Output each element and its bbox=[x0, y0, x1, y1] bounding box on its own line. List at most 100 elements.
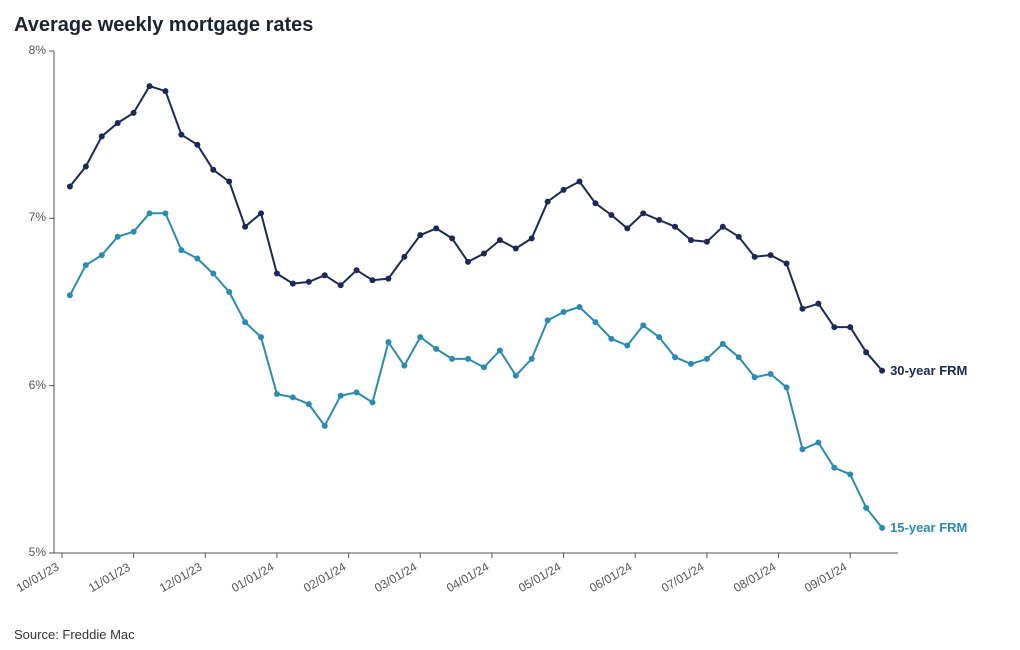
series-marker bbox=[354, 267, 360, 273]
series-marker bbox=[879, 368, 885, 374]
series-marker bbox=[369, 277, 375, 283]
series-marker bbox=[784, 261, 790, 267]
series-marker bbox=[242, 319, 248, 325]
series-marker bbox=[401, 254, 407, 260]
series-marker bbox=[306, 279, 312, 285]
series-marker bbox=[99, 252, 105, 258]
series-marker bbox=[688, 237, 694, 243]
series-marker bbox=[497, 237, 503, 243]
series-marker bbox=[433, 225, 439, 231]
series-marker bbox=[799, 306, 805, 312]
series-marker bbox=[338, 393, 344, 399]
series-marker bbox=[752, 374, 758, 380]
series-marker bbox=[672, 224, 678, 230]
series-marker bbox=[656, 334, 662, 340]
series-marker bbox=[385, 339, 391, 345]
series-marker bbox=[194, 255, 200, 261]
series-marker bbox=[529, 235, 535, 241]
series-marker bbox=[322, 423, 328, 429]
series-marker bbox=[258, 334, 264, 340]
series-marker bbox=[815, 301, 821, 307]
series-marker bbox=[131, 110, 137, 116]
chart-svg bbox=[14, 43, 1008, 603]
series-marker bbox=[624, 343, 630, 349]
series-marker bbox=[194, 142, 200, 148]
series-marker bbox=[513, 373, 519, 379]
series-marker bbox=[290, 394, 296, 400]
series-marker bbox=[115, 120, 121, 126]
series-line bbox=[70, 213, 882, 528]
series-marker bbox=[879, 525, 885, 531]
y-tick-label: 5% bbox=[29, 545, 46, 559]
series-marker bbox=[847, 471, 853, 477]
series-marker bbox=[704, 356, 710, 362]
series-label: 30-year FRM bbox=[890, 363, 967, 378]
series-marker bbox=[608, 336, 614, 342]
series-marker bbox=[67, 184, 73, 190]
y-tick-label: 8% bbox=[29, 43, 46, 57]
series-marker bbox=[577, 304, 583, 310]
series-marker bbox=[784, 384, 790, 390]
series-marker bbox=[561, 187, 567, 193]
series-marker bbox=[226, 179, 232, 185]
series-marker bbox=[465, 259, 471, 265]
series-marker bbox=[83, 262, 89, 268]
series-marker bbox=[640, 210, 646, 216]
series-marker bbox=[688, 361, 694, 367]
series-label: 15-year FRM bbox=[890, 520, 967, 535]
series-marker bbox=[672, 354, 678, 360]
series-marker bbox=[497, 348, 503, 354]
chart-area: 5%6%7%8%10/01/2311/01/2312/01/2301/01/24… bbox=[14, 43, 1008, 603]
chart-title: Average weekly mortgage rates bbox=[14, 14, 1008, 37]
series-marker bbox=[67, 292, 73, 298]
series-marker bbox=[417, 334, 423, 340]
series-marker bbox=[147, 83, 153, 89]
series-marker bbox=[768, 371, 774, 377]
series-marker bbox=[608, 212, 614, 218]
series-marker bbox=[799, 446, 805, 452]
series-marker bbox=[306, 401, 312, 407]
series-marker bbox=[178, 247, 184, 253]
series-marker bbox=[226, 289, 232, 295]
series-marker bbox=[863, 505, 869, 511]
series-marker bbox=[258, 210, 264, 216]
series-marker bbox=[863, 349, 869, 355]
series-marker bbox=[624, 225, 630, 231]
series-marker bbox=[338, 282, 344, 288]
series-marker bbox=[354, 389, 360, 395]
series-marker bbox=[162, 88, 168, 94]
series-marker bbox=[242, 224, 248, 230]
y-tick-label: 7% bbox=[29, 210, 46, 224]
series-marker bbox=[545, 317, 551, 323]
series-marker bbox=[704, 239, 710, 245]
series-marker bbox=[529, 356, 535, 362]
series-marker bbox=[274, 271, 280, 277]
series-marker bbox=[290, 281, 296, 287]
series-marker bbox=[752, 254, 758, 260]
series-marker bbox=[513, 245, 519, 251]
series-marker bbox=[831, 465, 837, 471]
series-marker bbox=[815, 440, 821, 446]
series-marker bbox=[561, 309, 567, 315]
series-marker bbox=[656, 217, 662, 223]
series-marker bbox=[465, 356, 471, 362]
series-marker bbox=[401, 363, 407, 369]
series-marker bbox=[449, 235, 455, 241]
series-marker bbox=[736, 234, 742, 240]
series-marker bbox=[720, 224, 726, 230]
series-line bbox=[70, 86, 882, 371]
series-marker bbox=[720, 341, 726, 347]
series-marker bbox=[385, 276, 391, 282]
series-marker bbox=[592, 200, 598, 206]
series-marker bbox=[577, 179, 583, 185]
series-marker bbox=[274, 391, 280, 397]
series-marker bbox=[768, 252, 774, 258]
y-tick-label: 6% bbox=[29, 378, 46, 392]
series-marker bbox=[131, 229, 137, 235]
series-marker bbox=[481, 250, 487, 256]
series-marker bbox=[147, 210, 153, 216]
series-marker bbox=[83, 163, 89, 169]
series-marker bbox=[545, 199, 551, 205]
series-marker bbox=[210, 271, 216, 277]
series-marker bbox=[481, 364, 487, 370]
